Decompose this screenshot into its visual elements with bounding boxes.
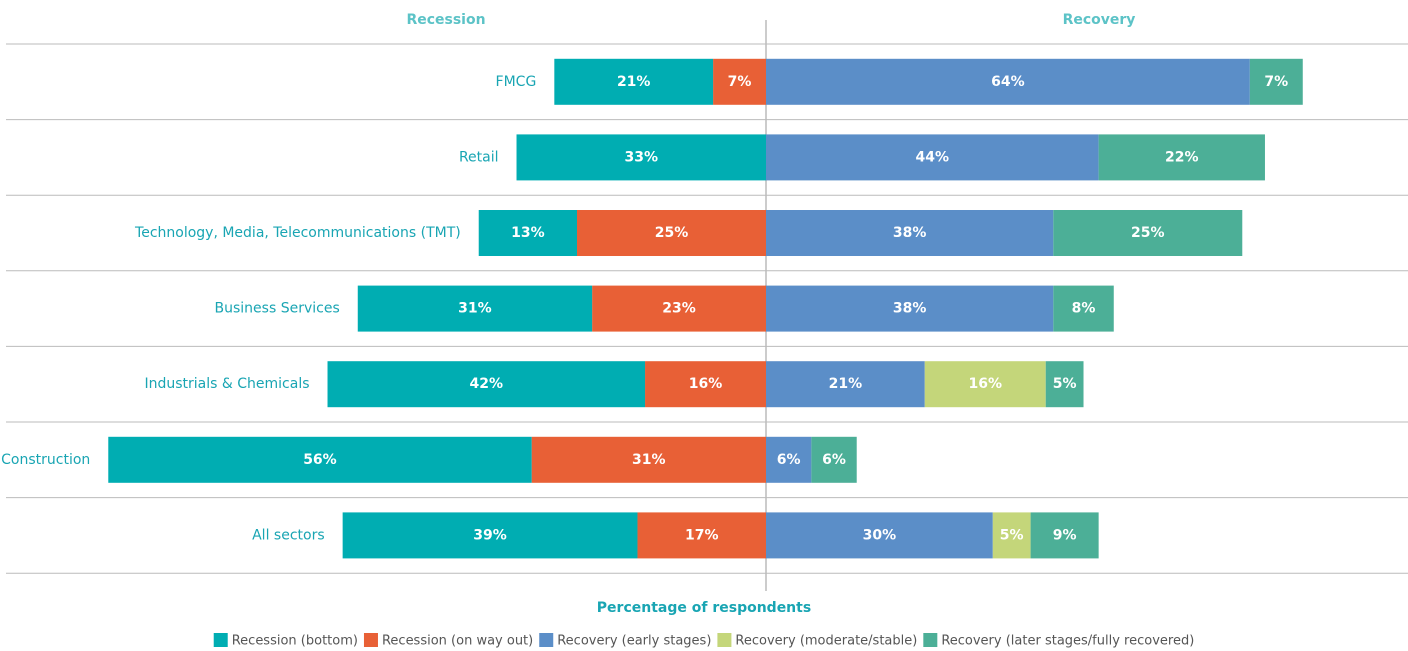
value-label: 64%	[991, 74, 1025, 90]
bar-segment	[766, 134, 1099, 181]
value-label: 8%	[1072, 301, 1096, 317]
value-label: 38%	[893, 301, 927, 317]
bar-segment	[766, 512, 993, 559]
bar-segment	[516, 134, 766, 181]
value-label: 5%	[1000, 527, 1024, 543]
value-label: 13%	[511, 225, 545, 241]
value-label: 44%	[916, 149, 950, 165]
value-label: 6%	[777, 452, 801, 468]
legend-label: Recession (on way out)	[382, 634, 533, 649]
value-label: 56%	[303, 452, 337, 468]
bar-segment	[1098, 134, 1265, 181]
bar-segment	[342, 512, 638, 559]
value-label: 23%	[662, 301, 696, 317]
value-label: 17%	[685, 527, 719, 543]
axis-label: Percentage of respondents	[597, 600, 811, 616]
bar-segment	[357, 285, 593, 332]
value-label: 33%	[625, 149, 659, 165]
value-label: 31%	[458, 301, 492, 317]
bar-segment	[645, 361, 766, 408]
bar-segment	[1045, 361, 1084, 408]
legend-label: Recovery (moderate/stable)	[735, 634, 917, 649]
legend-swatch	[923, 633, 938, 647]
category-label: Retail	[459, 149, 499, 165]
legend-swatch	[213, 633, 228, 647]
value-label: 9%	[1053, 527, 1077, 543]
bar-segment	[554, 58, 714, 105]
bar-segment	[924, 361, 1046, 408]
header-right: Recovery	[1063, 12, 1136, 28]
bar-segment	[766, 210, 1054, 256]
bar-segment	[766, 436, 812, 483]
bar-segment	[766, 361, 925, 408]
bar-segment	[592, 285, 766, 332]
legend-swatch	[717, 633, 732, 647]
category-label: Construction	[1, 452, 90, 468]
value-label: 39%	[473, 527, 507, 543]
category-label: Industrials & Chemicals	[144, 376, 309, 392]
legend-swatch	[539, 633, 554, 647]
category-label: FMCG	[496, 74, 537, 90]
value-label: 25%	[655, 225, 689, 241]
value-label: 7%	[1264, 74, 1288, 90]
value-label: 42%	[470, 376, 504, 392]
value-label: 21%	[617, 74, 651, 90]
value-label: 31%	[632, 452, 666, 468]
bar-segment	[1030, 512, 1099, 559]
category-label: All sectors	[252, 527, 325, 543]
bar-segment	[577, 210, 766, 256]
bar-segment	[478, 210, 577, 256]
value-label: 30%	[863, 527, 897, 543]
bar-segment	[108, 436, 532, 483]
legend-label: Recovery (later stages/fully recovered)	[941, 634, 1194, 649]
value-label: 22%	[1165, 149, 1199, 165]
bar-segment	[713, 58, 766, 105]
value-label: 7%	[728, 74, 752, 90]
legend-swatch	[363, 633, 378, 647]
bar-segment	[531, 436, 766, 483]
bar-segment	[1249, 58, 1303, 105]
value-label: 38%	[893, 225, 927, 241]
header-left: Recession	[406, 12, 485, 28]
bar-segment	[992, 512, 1031, 559]
legend-label: Recovery (early stages)	[557, 634, 711, 649]
category-label: Technology, Media, Telecommunications (T…	[134, 225, 461, 241]
category-label: Business Services	[215, 301, 340, 317]
value-label: 16%	[968, 376, 1002, 392]
value-label: 16%	[689, 376, 723, 392]
value-label: 21%	[829, 376, 863, 392]
bar-segment	[637, 512, 766, 559]
bar-segment	[327, 361, 646, 408]
bar-segment	[811, 436, 857, 483]
bar-segment	[1053, 285, 1114, 332]
value-label: 5%	[1053, 376, 1077, 392]
bar-segment	[766, 285, 1054, 332]
bar-segment	[766, 58, 1250, 105]
value-label: 6%	[822, 452, 846, 468]
value-label: 25%	[1131, 225, 1165, 241]
legend-label: Recession (bottom)	[232, 634, 358, 649]
bar-segment	[1053, 210, 1243, 256]
